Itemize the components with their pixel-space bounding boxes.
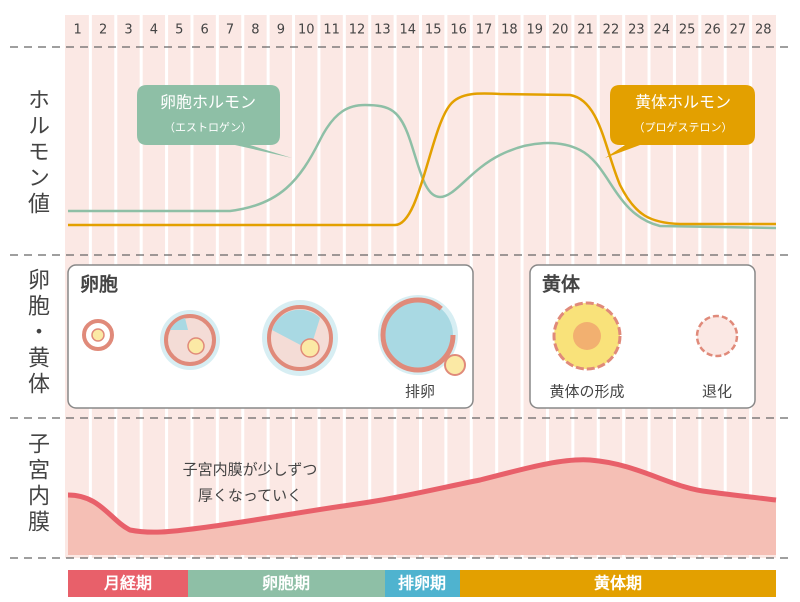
day-label: 4 <box>150 23 158 38</box>
day-label: 16 <box>450 23 467 38</box>
callout-title: 黄体ホルモン <box>635 93 731 112</box>
day-label: 8 <box>251 23 259 38</box>
follicle-icons <box>82 295 466 376</box>
phase-label: 黄体期 <box>594 574 642 593</box>
phase-label: 卵胞期 <box>262 574 310 593</box>
day-label: 13 <box>374 23 391 38</box>
panel-label: 排卵 <box>405 383 435 401</box>
day-label: 7 <box>226 23 234 38</box>
phase-bar <box>68 570 188 597</box>
endometrium-line <box>67 457 777 535</box>
panel-label: 退化 <box>702 383 732 401</box>
corpus-albicans <box>695 314 739 358</box>
estrogen-curve <box>68 103 777 230</box>
day-label: 14 <box>400 23 417 38</box>
phase-bar <box>460 570 776 597</box>
panel-label: 黄体の形成 <box>549 383 624 401</box>
day-label: 18 <box>501 23 518 38</box>
egg <box>187 337 205 355</box>
day-label: 10 <box>298 23 315 38</box>
day-label: 27 <box>730 23 747 38</box>
corpus-luteum-core <box>573 322 601 350</box>
note: 子宮内膜が少しずつ <box>183 461 318 479</box>
day-label: 15 <box>425 23 442 38</box>
day-label: 1 <box>74 23 82 38</box>
egg <box>444 354 466 376</box>
day-label: 2 <box>99 23 107 38</box>
day-label: 20 <box>552 23 569 38</box>
callout-bubble <box>605 85 755 158</box>
callout-title: 卵胞ホルモン <box>160 93 256 112</box>
day-label: 17 <box>476 23 493 38</box>
day-label: 25 <box>679 23 696 38</box>
callout-subtitle: （プロゲステロン） <box>634 121 733 134</box>
phase-label: 月経期 <box>103 574 152 593</box>
row-label: 子宮内膜 <box>24 432 49 536</box>
phase-bar <box>188 570 385 597</box>
day-label: 19 <box>526 23 543 38</box>
day-label: 12 <box>349 23 366 38</box>
progesterone-curve <box>68 92 776 227</box>
panel-title: 黄体 <box>542 273 581 296</box>
row-dividers <box>10 46 790 559</box>
phase-label: 排卵期 <box>398 574 446 593</box>
panel-title: 卵胞 <box>80 273 118 296</box>
day-label: 23 <box>628 23 645 38</box>
antrum <box>170 318 188 330</box>
day-label: 6 <box>201 23 209 38</box>
egg <box>91 328 105 342</box>
day-label: 21 <box>577 23 594 38</box>
callout-subtitle: （エストロゲン） <box>164 121 252 134</box>
day-label: 22 <box>603 23 620 38</box>
endometrium-area <box>68 459 776 555</box>
callout-bubble <box>137 85 292 158</box>
day-label: 28 <box>755 23 772 38</box>
row-label: 卵胞・黄体 <box>24 268 49 398</box>
note: 厚くなっていく <box>198 487 302 505</box>
day-label: 24 <box>653 23 670 38</box>
day-label: 3 <box>124 23 132 38</box>
follicle <box>380 297 456 373</box>
day-label: 9 <box>277 23 285 38</box>
row-label: ホルモン値 <box>24 88 49 218</box>
day-label: 26 <box>704 23 721 38</box>
day-label: 11 <box>323 23 340 38</box>
phase-bar <box>385 570 460 597</box>
corpus-luteum-panel <box>529 264 756 409</box>
day-label: 5 <box>175 23 183 38</box>
egg <box>300 338 320 358</box>
